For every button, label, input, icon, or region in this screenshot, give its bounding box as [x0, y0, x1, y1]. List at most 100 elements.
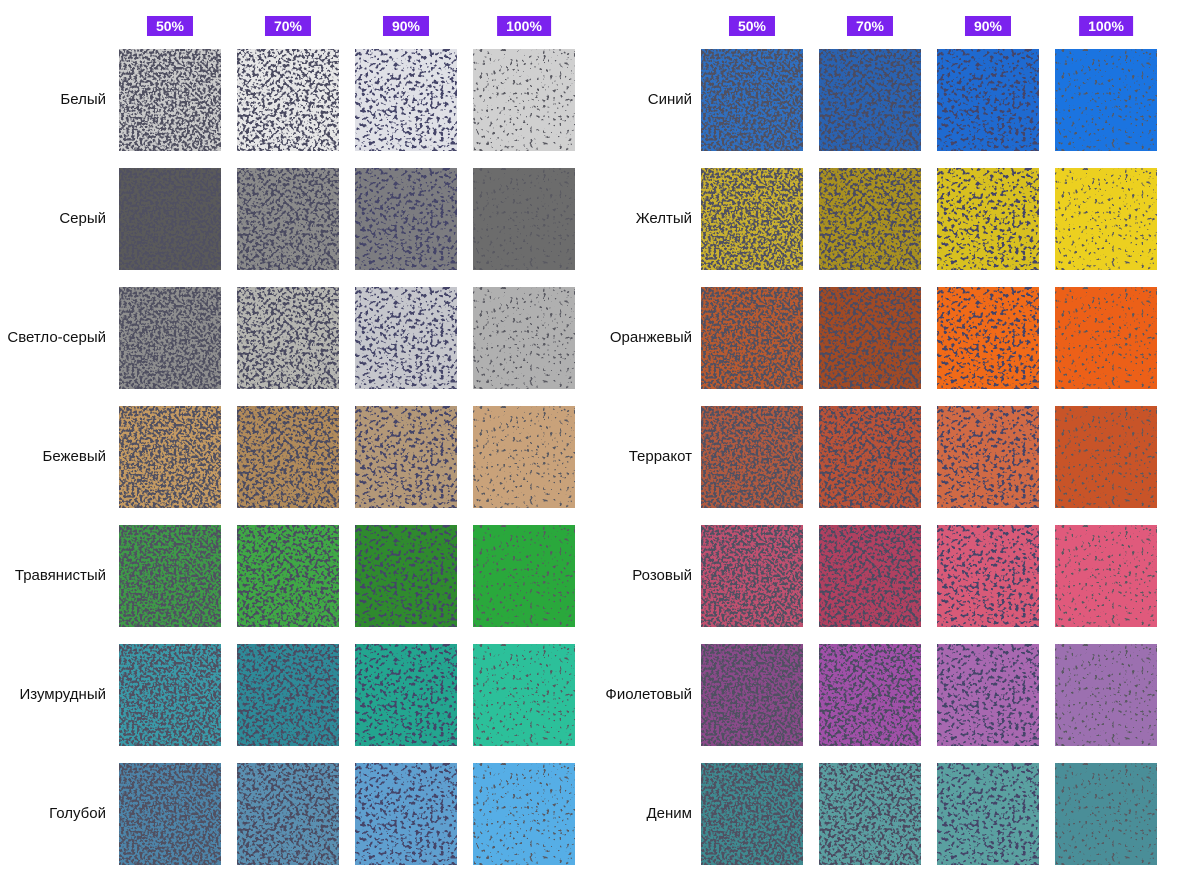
- color-label: Светло-серый: [7, 329, 106, 346]
- swatch-speckle: [119, 287, 221, 389]
- swatch: [119, 49, 221, 151]
- swatch: [1055, 49, 1157, 151]
- swatch-texture: [937, 644, 1039, 746]
- swatch-texture: [819, 644, 921, 746]
- swatch: [473, 644, 575, 746]
- swatch-texture: [473, 49, 575, 151]
- swatch: [819, 406, 921, 508]
- color-label: Фиолетовый: [605, 686, 692, 703]
- swatch-texture: [937, 763, 1039, 865]
- swatch-texture: [237, 49, 339, 151]
- swatch-speckle: [355, 525, 457, 627]
- swatch: [1055, 525, 1157, 627]
- swatch-texture: [119, 763, 221, 865]
- percent-badge: 50%: [146, 16, 194, 36]
- swatch-texture: [237, 525, 339, 627]
- swatch-speckle: [355, 168, 457, 270]
- swatch-texture: [355, 644, 457, 746]
- swatch-speckle: [819, 406, 921, 508]
- swatch-texture: [119, 406, 221, 508]
- swatch-speckle: [473, 525, 575, 627]
- swatch-speckle: [473, 168, 575, 270]
- swatch: [1055, 406, 1157, 508]
- swatch-texture: [701, 406, 803, 508]
- swatch-texture: [355, 406, 457, 508]
- swatch-speckle: [237, 406, 339, 508]
- swatch: [819, 763, 921, 865]
- swatch: [119, 406, 221, 508]
- swatch-texture: [701, 644, 803, 746]
- percent-badge: 70%: [846, 16, 894, 36]
- swatch-speckle: [1055, 49, 1157, 151]
- swatch-speckle: [355, 763, 457, 865]
- swatch: [237, 525, 339, 627]
- swatch: [1055, 168, 1157, 270]
- swatch: [473, 168, 575, 270]
- color-label: Изумрудный: [19, 686, 106, 703]
- swatch: [473, 49, 575, 151]
- swatch-speckle: [473, 49, 575, 151]
- color-label: Серый: [59, 210, 106, 227]
- swatch-texture: [1055, 168, 1157, 270]
- swatch: [355, 763, 457, 865]
- swatch-speckle: [473, 406, 575, 508]
- swatch-speckle: [937, 287, 1039, 389]
- swatch-speckle: [1055, 406, 1157, 508]
- swatch-texture: [119, 644, 221, 746]
- swatch-speckle: [119, 49, 221, 151]
- swatch-speckle: [119, 763, 221, 865]
- color-label: Голубой: [49, 805, 106, 822]
- swatch: [819, 525, 921, 627]
- swatch-texture: [237, 287, 339, 389]
- swatch-speckle: [937, 644, 1039, 746]
- swatch: [701, 406, 803, 508]
- swatch-speckle: [473, 287, 575, 389]
- swatch: [237, 763, 339, 865]
- swatch-speckle: [819, 287, 921, 389]
- swatch: [119, 644, 221, 746]
- swatch: [1055, 763, 1157, 865]
- swatch-texture: [819, 763, 921, 865]
- swatch: [701, 49, 803, 151]
- swatch-texture: [937, 168, 1039, 270]
- swatch: [701, 525, 803, 627]
- swatch-speckle: [701, 168, 803, 270]
- swatch-speckle: [701, 287, 803, 389]
- swatch-speckle: [473, 763, 575, 865]
- swatch-texture: [355, 49, 457, 151]
- swatch-texture: [819, 168, 921, 270]
- swatch-speckle: [701, 525, 803, 627]
- swatch: [701, 168, 803, 270]
- swatch-speckle: [937, 525, 1039, 627]
- swatch-texture: [473, 287, 575, 389]
- swatch-texture: [237, 763, 339, 865]
- swatch: [937, 644, 1039, 746]
- swatch: [937, 168, 1039, 270]
- swatch-speckle: [937, 406, 1039, 508]
- swatch-speckle: [701, 49, 803, 151]
- swatch: [819, 168, 921, 270]
- color-label: Травянистый: [14, 567, 106, 584]
- swatch-speckle: [237, 525, 339, 627]
- color-label: Деним: [646, 805, 692, 822]
- color-label: Оранжевый: [609, 329, 692, 346]
- swatch: [237, 644, 339, 746]
- swatch-speckle: [355, 644, 457, 746]
- swatch-texture: [119, 525, 221, 627]
- swatch: [701, 287, 803, 389]
- swatch-texture: [473, 763, 575, 865]
- swatch: [701, 644, 803, 746]
- swatch-texture: [473, 525, 575, 627]
- percent-badge: 90%: [382, 16, 430, 36]
- swatch: [937, 763, 1039, 865]
- swatch-speckle: [1055, 525, 1157, 627]
- swatch-speckle: [819, 644, 921, 746]
- swatch-speckle: [937, 763, 1039, 865]
- swatch-texture: [701, 287, 803, 389]
- color-label: Белый: [60, 91, 106, 108]
- color-label: Розовый: [632, 567, 692, 584]
- color-label: Синий: [647, 91, 692, 108]
- swatch: [355, 168, 457, 270]
- swatch: [937, 525, 1039, 627]
- swatch-texture: [355, 763, 457, 865]
